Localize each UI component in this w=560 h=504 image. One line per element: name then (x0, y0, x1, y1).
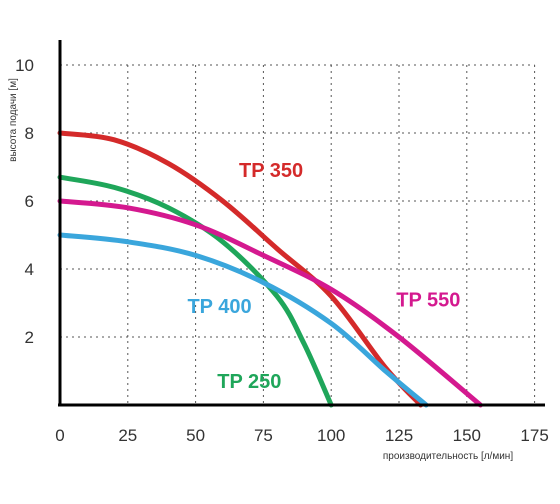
axes (58, 40, 545, 407)
series-label-tp-400: TP 400 (187, 296, 251, 318)
grid (60, 64, 536, 405)
y-axis-label: высота подачи [м] (8, 78, 19, 162)
x-tick-label: 25 (118, 426, 137, 445)
x-tick-label: 75 (254, 426, 273, 445)
series-label-tp-350: TP 350 (239, 160, 303, 182)
x-tick-label: 175 (520, 426, 548, 445)
y-tick-label: 6 (25, 192, 34, 211)
series-label-tp-250: TP 250 (217, 371, 281, 393)
y-tick-label: 8 (25, 124, 34, 143)
x-tick-label: 125 (385, 426, 413, 445)
series-line-tp-550 (57, 198, 483, 408)
x-axis-label: производительность [л/мин] (383, 451, 513, 462)
x-tick-label: 150 (453, 426, 481, 445)
series-line-tp-400 (57, 232, 429, 408)
series-line-tp-350 (57, 130, 424, 408)
series-labels: TP 350 TP 250 TP 550 TP 400 (187, 160, 460, 393)
series-label-tp-550: TP 550 (396, 289, 460, 311)
x-tick-label: 50 (186, 426, 205, 445)
series-line-tp-250 (57, 174, 334, 408)
x-tick-label: 100 (317, 426, 345, 445)
y-tick-label: 10 (15, 56, 34, 75)
tick-labels: 0 25 50 75 100 125 150 175 2 4 6 8 10 (15, 56, 549, 445)
y-tick-label: 2 (25, 328, 34, 347)
x-tick-label: 0 (55, 426, 64, 445)
y-tick-label: 4 (25, 260, 34, 279)
series-group (57, 130, 483, 408)
